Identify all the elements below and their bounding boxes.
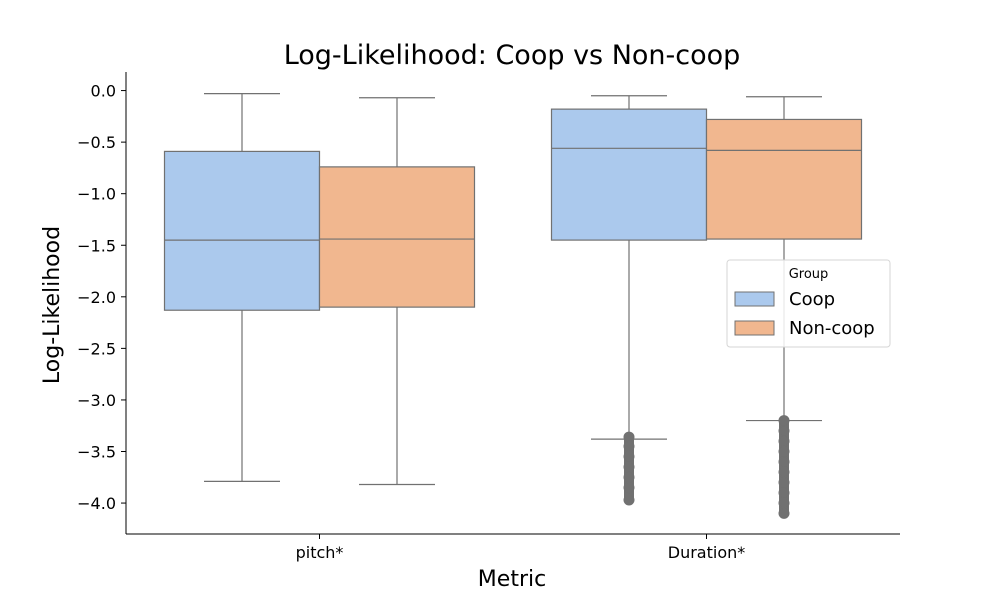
outlier-point — [778, 466, 790, 478]
y-tick-label: −0.5 — [77, 133, 116, 152]
outlier-point — [778, 446, 790, 457]
plot-area: 0.0 −0.5 −1.0 −1.5 −2.0 −2.5 −3.0 −3.5 −4.0 pitch… — [77, 72, 900, 562]
outlier-point — [623, 471, 635, 483]
outlier-point — [778, 456, 790, 468]
y-tick-label: −3.5 — [77, 443, 116, 462]
legend-label-non-coop: Non-coop — [789, 318, 875, 339]
box-coop — [550, 108, 708, 241]
y-tick-label: 0.0 — [91, 82, 116, 101]
box-coop — [163, 150, 321, 311]
legend-swatch-coop — [734, 291, 775, 307]
legend-swatch-non-coop — [734, 320, 775, 336]
outlier-point — [623, 451, 635, 463]
x-tick-label: Duration* — [668, 543, 746, 562]
legend-title: Group — [789, 267, 829, 282]
outlier-point — [778, 476, 790, 488]
outlier-point — [623, 494, 635, 506]
x-tick-label: pitch* — [296, 543, 344, 562]
chart-title: Log-Likelihood: Coop vs Non-coop — [284, 40, 741, 71]
y-tick-label: −2.5 — [77, 339, 116, 358]
box-non-coop — [705, 118, 863, 240]
outlier-point — [778, 415, 790, 427]
y-tick-label: −3.0 — [77, 391, 116, 410]
y-axis-title: Log-Likelihood — [40, 226, 65, 384]
outlier-point — [778, 487, 790, 499]
outlier-point — [778, 497, 790, 509]
y-tick-label: −2.0 — [77, 288, 116, 307]
y-tick-label: −4.0 — [77, 494, 116, 513]
outlier-point — [778, 425, 790, 437]
y-tick-label: −1.0 — [77, 185, 116, 204]
legend: Group Coop Non-coop — [726, 259, 891, 348]
legend-label-coop: Coop — [789, 289, 835, 310]
outlier-point — [623, 461, 635, 473]
outlier-point — [778, 435, 790, 447]
outlier-point — [623, 431, 635, 443]
y-tick-label: −1.5 — [77, 236, 116, 255]
outlier-point — [623, 482, 635, 494]
x-axis-title: Metric — [478, 567, 546, 592]
box-non-coop — [318, 166, 476, 308]
outlier-point — [623, 440, 635, 452]
outlier-point — [778, 507, 790, 519]
